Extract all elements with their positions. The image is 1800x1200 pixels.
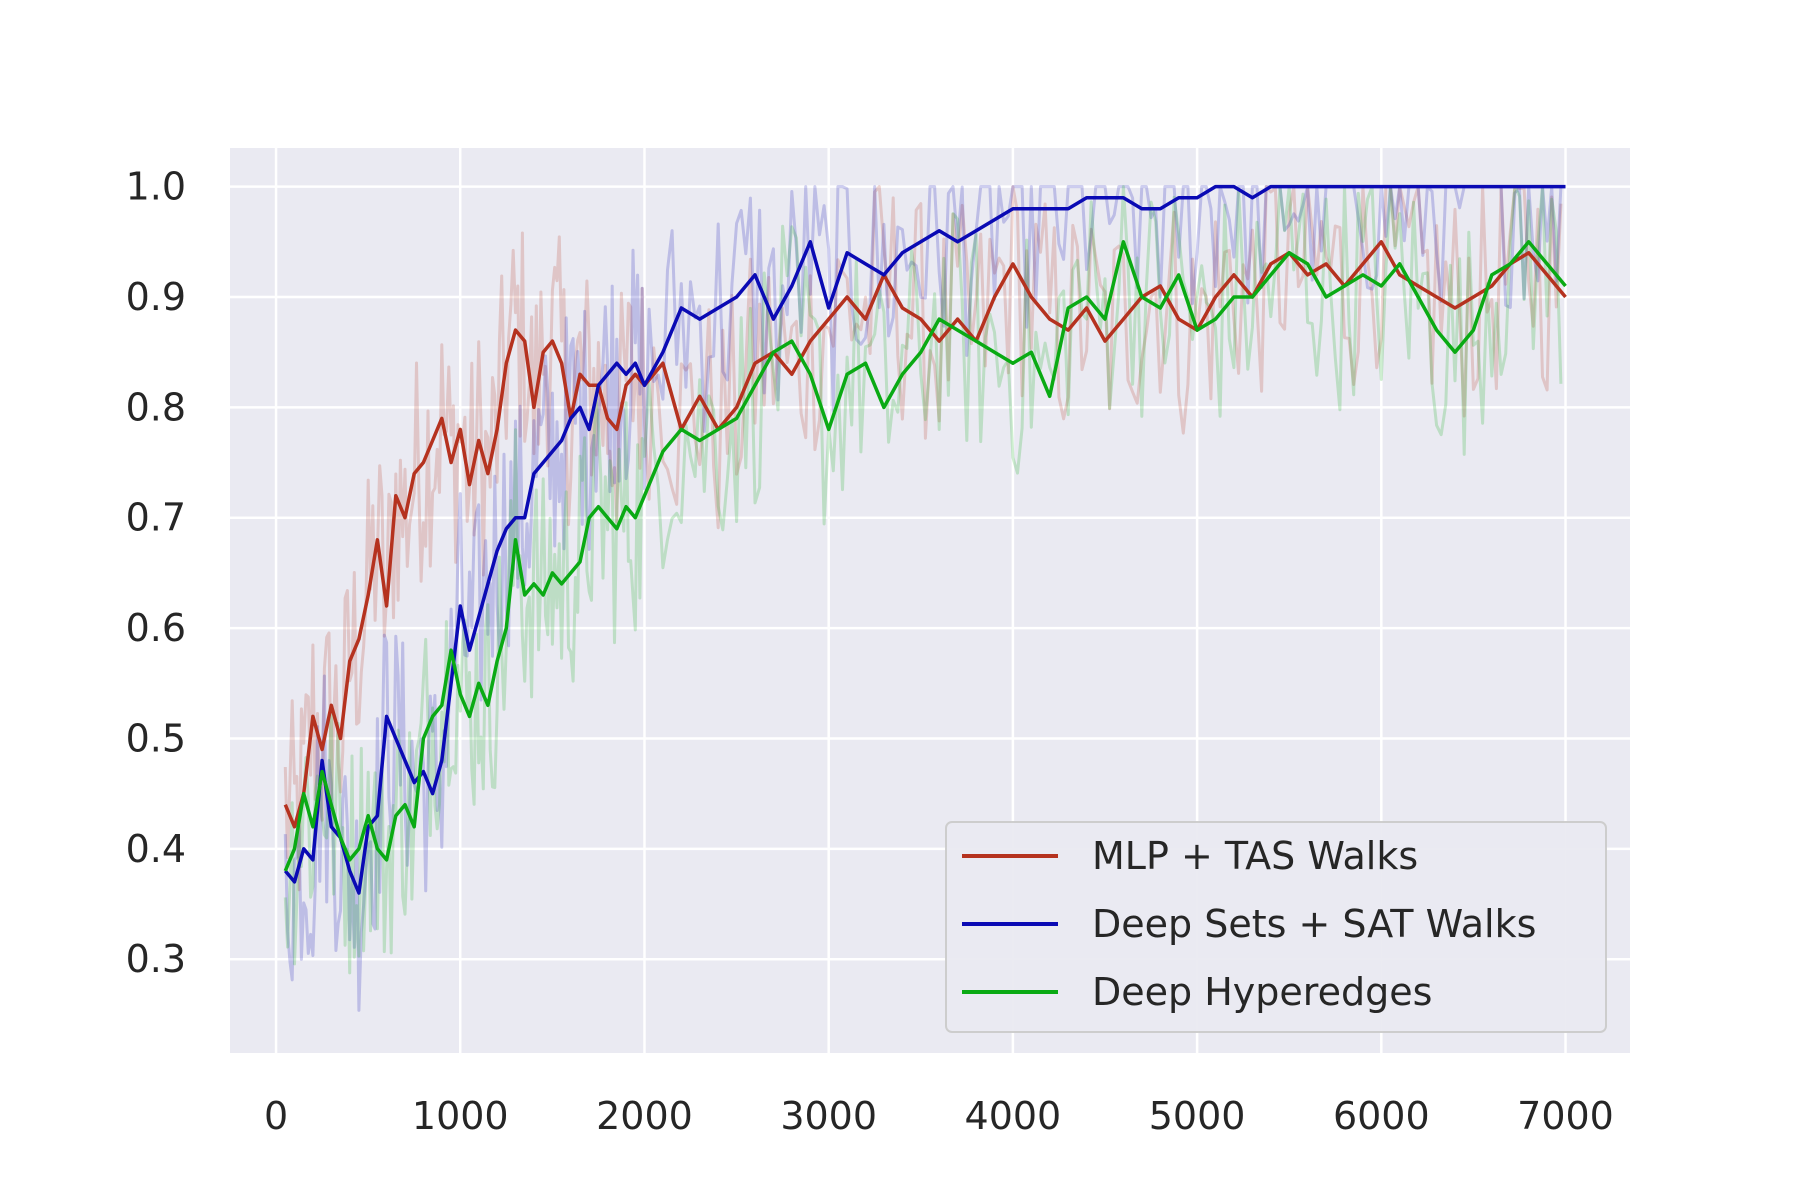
- y-tick-label: 1.0: [126, 165, 186, 209]
- y-tick-label: 0.4: [126, 827, 186, 871]
- y-tick-label: 0.6: [126, 606, 186, 650]
- y-tick-label: 0.5: [126, 716, 186, 760]
- legend-label: Deep Hyperedges: [1092, 970, 1432, 1014]
- series-line: [283, 240, 1567, 872]
- smoothed-series-lines: [283, 184, 1567, 895]
- y-tick-label: 0.8: [126, 385, 186, 429]
- legend: MLP + TAS Walks Deep Sets + SAT Walks Deep…: [945, 821, 1607, 1033]
- series-line: [283, 184, 1566, 895]
- raw-series-line: [283, 185, 1563, 892]
- x-tick-label: 5000: [1149, 1094, 1246, 1138]
- legend-box: [945, 821, 1607, 1033]
- y-tick-label: 0.7: [126, 496, 186, 540]
- y-tick-label: 0.3: [126, 937, 186, 981]
- y-tick-labels: 0.3 0.4 0.5 0.6 0.7 0.8 0.9 1.0: [126, 165, 186, 982]
- x-tick-label: 1000: [412, 1094, 509, 1138]
- legend-label: Deep Sets + SAT Walks: [1092, 902, 1536, 946]
- legend-label: MLP + TAS Walks: [1092, 834, 1418, 878]
- x-tick-label: 3000: [780, 1094, 877, 1138]
- y-tick-label: 0.9: [126, 275, 186, 319]
- x-tick-label: 6000: [1333, 1094, 1430, 1138]
- x-tick-label: 2000: [596, 1094, 693, 1138]
- x-tick-label: 4000: [965, 1094, 1062, 1138]
- x-tick-label: 0: [264, 1094, 288, 1138]
- x-tick-label: 7000: [1517, 1094, 1614, 1138]
- x-tick-labels: 0 1000 2000 3000 4000 5000 6000 7000: [264, 1094, 1614, 1138]
